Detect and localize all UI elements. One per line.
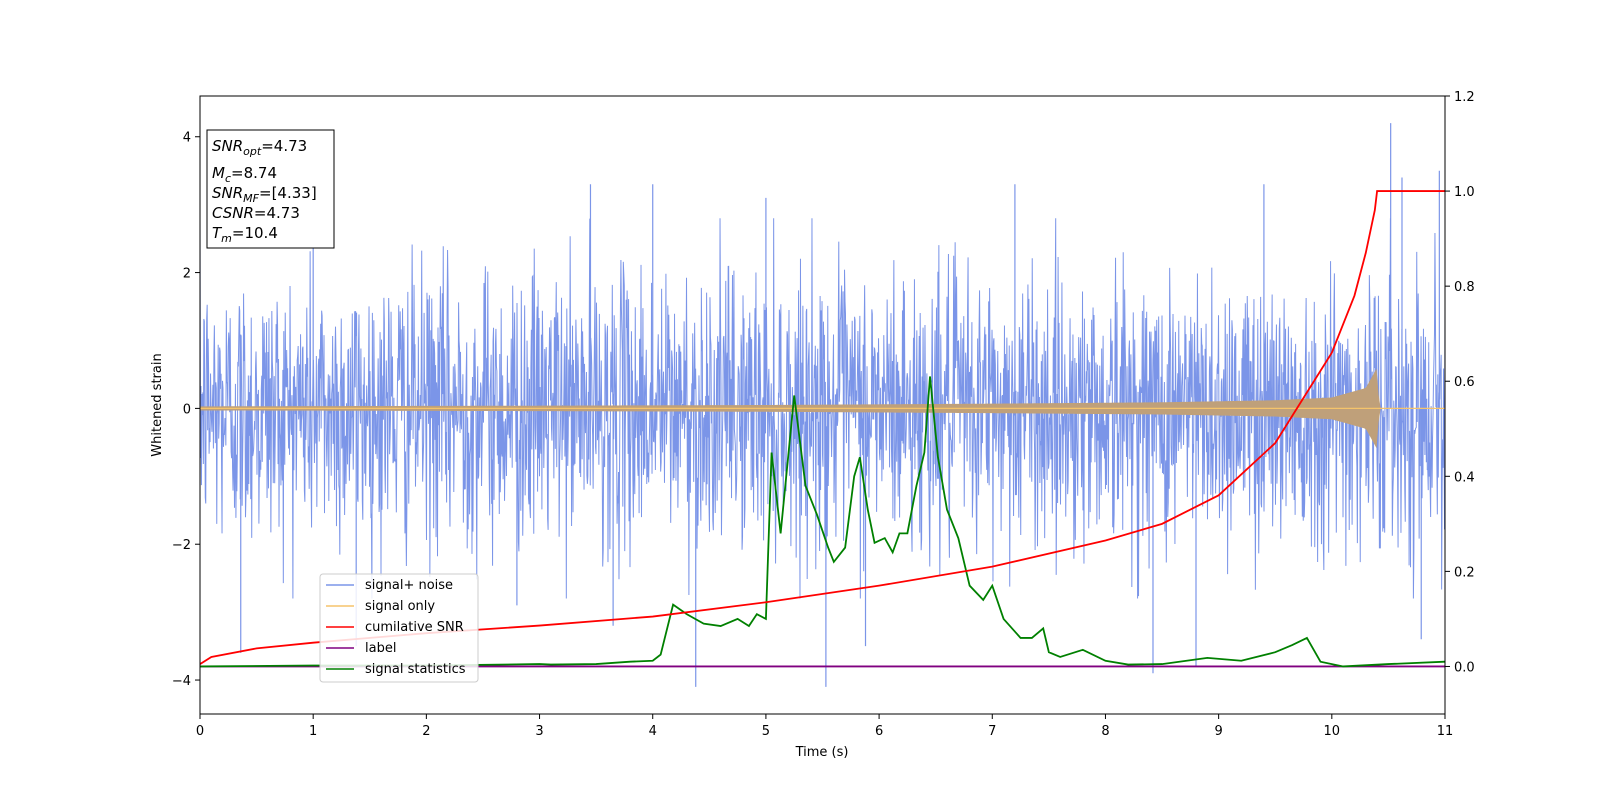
- y-right-tick-label: 0.6: [1454, 375, 1475, 390]
- legend-label-cumulative-snr: cumilative SNR: [365, 620, 464, 635]
- x-axis-label: Time (s): [795, 745, 849, 760]
- x-tick-label: 2: [422, 724, 430, 739]
- x-tick-label: 3: [535, 724, 543, 739]
- signal-statistics-line: [199, 376, 1446, 668]
- legend: signal+ noise signal only cumilative SNR…: [319, 573, 479, 683]
- y-left-tick-label: −2: [172, 538, 191, 553]
- y-axis-left: 4 2 0 −2 −4: [172, 131, 200, 689]
- legend-label-signal-statistics: signal statistics: [365, 662, 466, 677]
- stats-annotation-box: SNRopt=4.73 Mc=8.74 SNRMF=[4.33] CSNR=4.…: [206, 129, 335, 249]
- annotation-csnr: CSNR=4.73: [212, 204, 300, 222]
- x-tick-label: 4: [649, 724, 657, 739]
- legend-label-signal-noise: signal+ noise: [365, 578, 453, 593]
- signal-only-series: [200, 368, 1445, 449]
- y-right-tick-label: 0.0: [1454, 660, 1475, 675]
- annotation-snr-mf: SNRMF=[4.33]: [212, 184, 317, 205]
- legend-label-label: label: [365, 641, 396, 656]
- legend-label-signal-only: signal only: [365, 599, 435, 614]
- y-axis-label: Whitened strain: [150, 353, 165, 456]
- x-tick-label: 9: [1214, 724, 1222, 739]
- annotation-snr-opt: SNRopt=4.73: [212, 137, 307, 158]
- y-axis-right: 1.2 1.0 0.8 0.6 0.4 0.2 0.0: [1445, 90, 1475, 675]
- x-tick-label: 7: [988, 724, 996, 739]
- y-left-tick-label: −4: [172, 674, 191, 689]
- plot-frame: [199, 95, 1446, 715]
- y-right-tick-label: 1.0: [1454, 185, 1475, 200]
- x-tick-label: 6: [875, 724, 883, 739]
- signal-noise-series: [199, 123, 1446, 687]
- y-right-tick-label: 0.8: [1454, 280, 1475, 295]
- y-right-tick-label: 0.4: [1454, 470, 1475, 485]
- y-left-tick-label: 4: [183, 131, 191, 146]
- x-tick-label: 1: [309, 724, 317, 739]
- signal-noise-trace: [199, 218, 1446, 599]
- annotation-frame: [206, 129, 335, 249]
- annotation-mc: Mc=8.74: [212, 164, 277, 185]
- x-tick-label: 0: [196, 724, 204, 739]
- y-right-tick-label: 0.2: [1454, 565, 1475, 580]
- x-tick-label: 10: [1324, 724, 1341, 739]
- y-left-tick-label: 2: [183, 267, 191, 282]
- annotation-tm: Tm=10.4: [212, 224, 278, 245]
- legend-frame: [319, 573, 479, 683]
- x-axis: 0 1 2 3 4 5 6 7 8 9 10 11: [196, 714, 1453, 739]
- x-tick-label: 11: [1437, 724, 1454, 739]
- y-left-tick-label: 0: [183, 402, 191, 417]
- x-tick-label: 8: [1101, 724, 1109, 739]
- x-tick-label: 5: [762, 724, 770, 739]
- y-right-tick-label: 1.2: [1454, 90, 1475, 105]
